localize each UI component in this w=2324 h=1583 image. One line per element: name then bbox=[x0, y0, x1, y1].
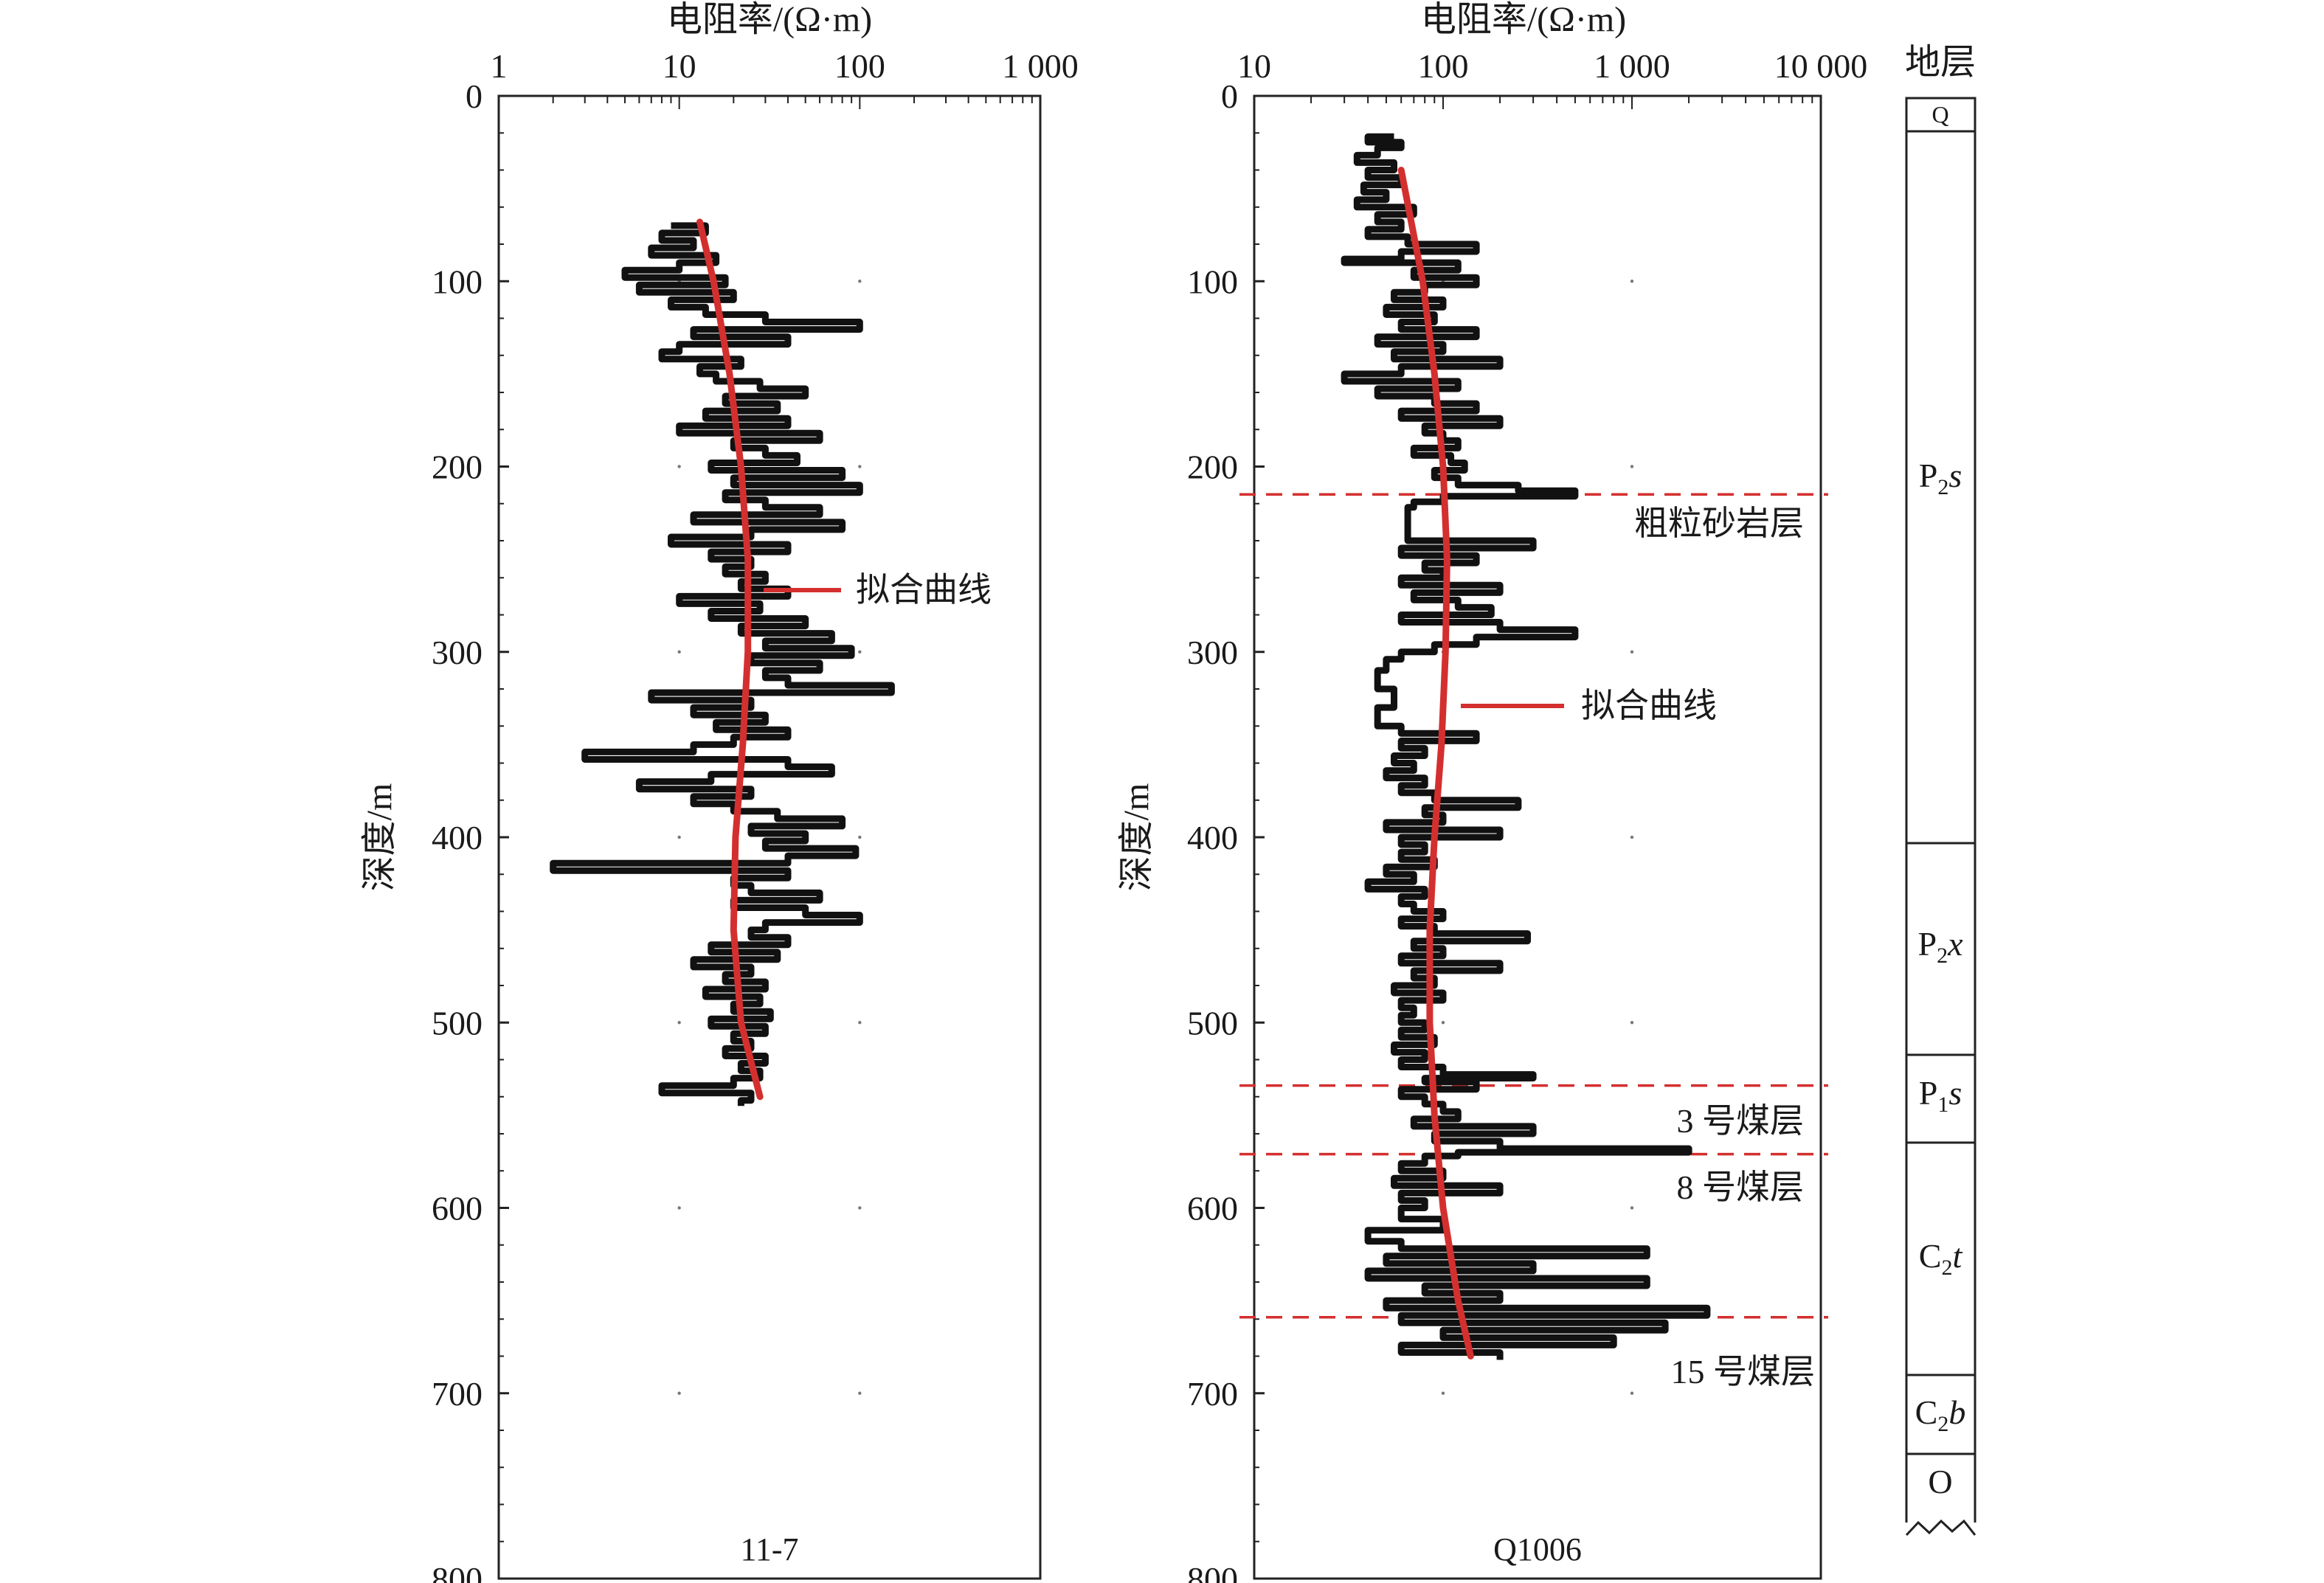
well-id-label: 11-7 bbox=[740, 1531, 798, 1568]
grid-dot bbox=[677, 1206, 681, 1210]
grid-dot bbox=[1441, 1391, 1445, 1395]
grid-dot bbox=[1630, 280, 1634, 283]
resistivity-log-curve bbox=[1341, 133, 1711, 1360]
y-tick-label: 400 bbox=[1187, 819, 1238, 856]
grid-dot bbox=[1441, 1021, 1445, 1025]
marker-label-coal-3: 3 号煤层 bbox=[1677, 1102, 1805, 1140]
y-tick-label: 800 bbox=[1187, 1560, 1238, 1583]
grid-dot bbox=[677, 465, 681, 468]
y-tick-label: 300 bbox=[432, 634, 483, 671]
grid-dot bbox=[677, 650, 681, 654]
marker-label-coal-15: 15 号煤层 bbox=[1671, 1353, 1816, 1390]
grid-dot bbox=[1630, 465, 1634, 468]
y-tick-label: 300 bbox=[1187, 634, 1238, 671]
grid-dot bbox=[858, 1206, 862, 1210]
minor-ticks bbox=[498, 95, 1033, 1579]
strata-column: 地层 Q P2s P2x P1s C2t C2b O bbox=[1903, 43, 1978, 1537]
grid-dot bbox=[858, 1021, 862, 1025]
x-tick-label: 1 bbox=[491, 47, 508, 85]
y-tick-label: 800 bbox=[432, 1560, 483, 1583]
x-tick-labels: 1 10 100 1 000 bbox=[491, 47, 1079, 85]
grid-dot bbox=[858, 835, 862, 839]
strata-label-O: O bbox=[1928, 1463, 1952, 1500]
x-axis-title: 电阻率/(Ω·m) bbox=[667, 0, 872, 39]
x-tick-label: 1 000 bbox=[1594, 47, 1670, 85]
strata-label-C2b: C2b bbox=[1915, 1393, 1966, 1436]
well-id-label: Q1006 bbox=[1493, 1531, 1582, 1568]
grid-dot bbox=[858, 650, 862, 654]
fit-legend-label: 拟合曲线 bbox=[1581, 687, 1717, 724]
plot-frame bbox=[497, 94, 1042, 1580]
grid-dot bbox=[858, 1391, 862, 1395]
y-tick-label: 700 bbox=[432, 1375, 483, 1413]
strata-label-Q: Q bbox=[1932, 101, 1948, 128]
y-tick-labels: 0 100 200 300 400 500 600 700 800 bbox=[1187, 77, 1265, 1583]
strata-label-C2t: C2t bbox=[1919, 1237, 1963, 1280]
grid-dots bbox=[677, 280, 862, 1395]
y-axis-title: 深度/m bbox=[360, 783, 399, 892]
y-tick-label: 200 bbox=[1187, 448, 1238, 486]
fit-curve bbox=[1397, 167, 1474, 1359]
grid-dot bbox=[858, 280, 862, 283]
chart-panel-Q1006: 电阻率/(Ω·m) 深度/m 10 100 1 000 10 000 0 100 200 3… bbox=[1117, 0, 1867, 1583]
unconformity-wavy-base bbox=[1905, 1519, 1977, 1537]
grid-dot bbox=[677, 1391, 681, 1395]
y-tick-label: 600 bbox=[1187, 1190, 1238, 1227]
y-tick-label: 600 bbox=[432, 1190, 483, 1227]
y-tick-labels: 0 100 200 300 400 500 600 700 800 bbox=[432, 77, 509, 1583]
marker-label-coarse-sandstone: 粗粒砂岩层 bbox=[1634, 505, 1804, 542]
y-tick-label: 200 bbox=[432, 448, 483, 486]
strata-label-P2s: P2s bbox=[1919, 457, 1962, 499]
x-tick-label: 10 bbox=[663, 47, 696, 85]
x-tick-label: 100 bbox=[834, 47, 885, 85]
strata-label-P2x: P2x bbox=[1917, 925, 1963, 968]
grid-dot bbox=[677, 835, 681, 839]
grid-dot bbox=[1630, 650, 1634, 654]
strata-column-frame bbox=[1905, 97, 1977, 1528]
chart-panel-11-7: 电阻率/(Ω·m) 深度/m 1 10 100 1 000 0 100 200 300 400… bbox=[360, 0, 1079, 1583]
x-tick-label: 1 000 bbox=[1002, 47, 1079, 85]
grid-dot bbox=[1630, 1206, 1634, 1210]
x-tick-label: 100 bbox=[1418, 47, 1469, 85]
y-tick-label: 100 bbox=[432, 263, 483, 300]
y-tick-label: 400 bbox=[432, 819, 483, 856]
x-tick-label: 10 bbox=[1237, 47, 1271, 85]
y-tick-label: 100 bbox=[1187, 263, 1238, 300]
minor-ticks bbox=[1253, 95, 1813, 1579]
fit-curve bbox=[696, 218, 764, 1101]
y-axis-title: 深度/m bbox=[1117, 783, 1156, 892]
x-tick-labels: 10 100 1 000 10 000 bbox=[1237, 47, 1867, 85]
grid-dot bbox=[1630, 1391, 1634, 1395]
y-tick-label: 500 bbox=[1187, 1004, 1238, 1042]
x-axis-title: 电阻率/(Ω·m) bbox=[1421, 0, 1626, 39]
y-tick-label: 700 bbox=[1187, 1375, 1238, 1413]
y-tick-label: 500 bbox=[432, 1004, 483, 1042]
x-tick-label: 10 000 bbox=[1774, 47, 1868, 85]
strata-column-title: 地层 bbox=[1905, 43, 1976, 82]
marker-label-coal-8: 8 号煤层 bbox=[1677, 1168, 1805, 1206]
fit-legend-label: 拟合曲线 bbox=[856, 571, 992, 609]
grid-dot bbox=[1630, 1021, 1634, 1025]
grid-dot bbox=[677, 1021, 681, 1025]
y-tick-label: 0 bbox=[1221, 77, 1238, 115]
grid-dot bbox=[1630, 835, 1634, 839]
grid-dot bbox=[858, 465, 862, 468]
strata-label-P1s: P1s bbox=[1919, 1074, 1962, 1117]
y-tick-label: 0 bbox=[466, 77, 483, 115]
resistivity-log-curve bbox=[550, 222, 895, 1106]
